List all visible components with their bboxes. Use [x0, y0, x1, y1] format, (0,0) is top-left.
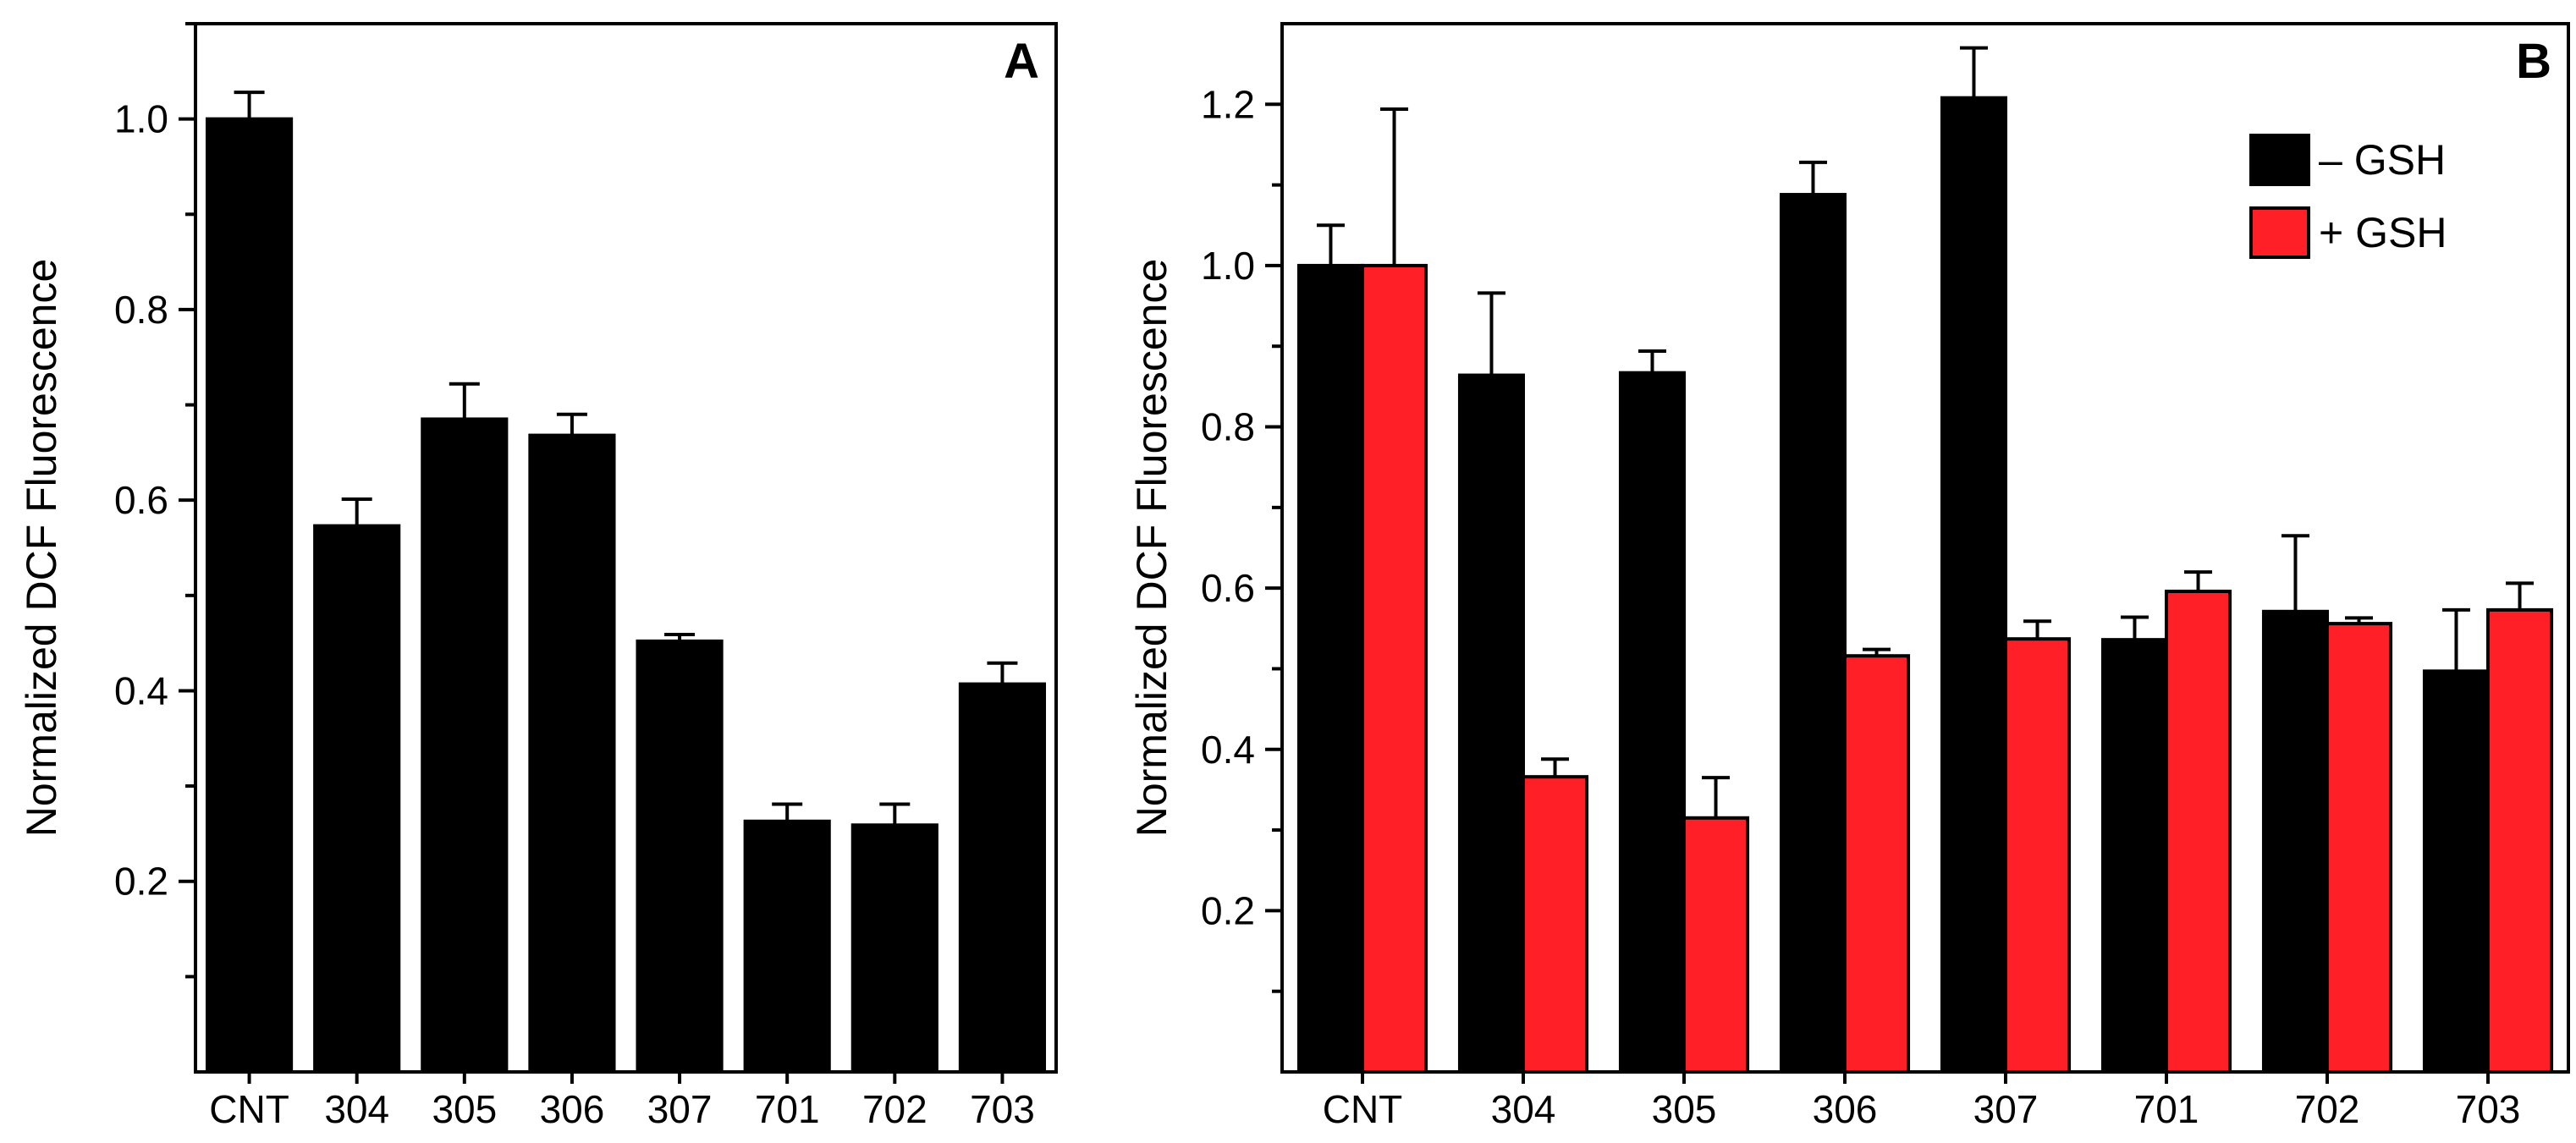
- b-xtick-label-304: 304: [1491, 1087, 1556, 1131]
- a-bar-s1-305: [421, 417, 509, 1074]
- a-ytick-label-0.2: 0.2: [114, 860, 168, 904]
- a-bar-s1-cnt: [205, 117, 294, 1074]
- b-bar-s1-305: [1618, 371, 1686, 1074]
- b-bar-s1-306: [1779, 193, 1847, 1074]
- b-legend-label-2: + GSH: [2319, 209, 2447, 256]
- a-bar-s1-701: [743, 819, 831, 1074]
- a-xtick-label-702: 702: [862, 1087, 927, 1131]
- a-y-axis-title: Normalized DCF Fluorescence: [18, 259, 65, 838]
- b-bar-s2-702: [2326, 622, 2393, 1074]
- b-legend-label-1: – GSH: [2319, 136, 2446, 184]
- b-legend-swatch-1: [2249, 134, 2310, 186]
- b-legend-swatch-2: [2249, 206, 2310, 259]
- b-panel-label: B: [2516, 34, 2551, 89]
- b-xtick-label-307: 307: [1973, 1087, 2039, 1131]
- a-plot-frame: [194, 22, 1058, 1074]
- b-plot-frame: [1280, 22, 2570, 1074]
- a-ytick-label-0.8: 0.8: [114, 288, 168, 332]
- b-y-axis-title: Normalized DCF Fluorescence: [1128, 259, 1175, 838]
- b-bar-s2-304: [1522, 775, 1589, 1074]
- b-bar-s2-305: [1682, 816, 1750, 1074]
- b-ytick-label-1.2: 1.2: [1201, 82, 1255, 126]
- b-xtick-label-306: 306: [1813, 1087, 1878, 1131]
- a-panel-label: A: [1004, 34, 1039, 89]
- panel-b-chart: 0.2 0.4 0.6 0.8 1.0 1.2 CNT 304 305 306 307 701 702 7…: [1128, 22, 2570, 1131]
- b-xtick-label-305: 305: [1652, 1087, 1717, 1131]
- b-xtick-label-cnt: CNT: [1323, 1087, 1403, 1131]
- a-ytick-label-0.6: 0.6: [114, 478, 168, 522]
- a-bar-s1-304: [313, 524, 401, 1074]
- a-xtick-label-cnt: CNT: [209, 1087, 289, 1131]
- b-bar-s1-701: [2100, 638, 2168, 1074]
- a-xtick-label-306: 306: [540, 1087, 605, 1131]
- b-xtick-label-702: 702: [2295, 1087, 2360, 1131]
- b-ytick-label-0.8: 0.8: [1201, 405, 1255, 449]
- b-bar-s2-703: [2486, 607, 2554, 1074]
- b-bar-s2-cnt: [1361, 263, 1428, 1074]
- b-bar-s2-306: [1843, 654, 1911, 1074]
- a-xtick-label-304: 304: [324, 1087, 389, 1131]
- a-ytick-label-1.0: 1.0: [114, 97, 168, 141]
- a-bar-s1-306: [528, 433, 616, 1074]
- a-bar-s1-703: [958, 682, 1047, 1074]
- b-xtick-label-703: 703: [2456, 1087, 2521, 1131]
- b-ytick-label-0.6: 0.6: [1201, 566, 1255, 610]
- b-ytick-label-0.4: 0.4: [1201, 728, 1255, 772]
- b-xtick-label-701: 701: [2134, 1087, 2199, 1131]
- a-bar-s1-702: [850, 823, 938, 1074]
- a-bar-s1-307: [636, 639, 724, 1074]
- b-bar-s2-307: [2004, 637, 2072, 1074]
- b-ytick-label-0.2: 0.2: [1201, 888, 1255, 932]
- b-bar-s1-304: [1457, 373, 1525, 1074]
- b-ytick-label-1.0: 1.0: [1201, 244, 1255, 288]
- panel-a-chart: 0.2 0.4 0.6 0.8 1.0 CNT 304 305 306 307 701 702 703 N…: [18, 22, 1058, 1131]
- a-xtick-label-305: 305: [432, 1087, 497, 1131]
- b-bar-s1-703: [2422, 669, 2490, 1074]
- a-xtick-label-307: 307: [647, 1087, 713, 1131]
- b-bar-s1-307: [1940, 96, 2007, 1074]
- b-bar-s1-702: [2261, 609, 2329, 1074]
- a-xtick-label-701: 701: [755, 1087, 820, 1131]
- a-xtick-label-703: 703: [970, 1087, 1035, 1131]
- b-bar-s1-cnt: [1296, 263, 1364, 1074]
- b-bar-s2-701: [2165, 589, 2232, 1074]
- a-ytick-label-0.4: 0.4: [114, 668, 168, 712]
